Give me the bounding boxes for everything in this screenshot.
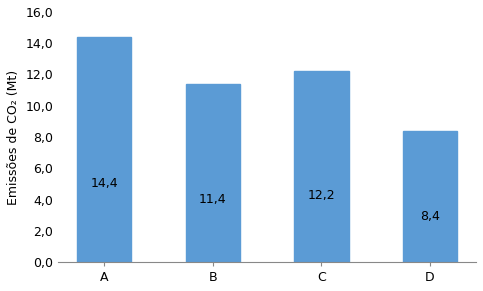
Text: 14,4: 14,4	[90, 177, 118, 190]
Bar	[186, 84, 240, 262]
Bar	[294, 71, 349, 262]
Text: 12,2: 12,2	[308, 189, 335, 202]
Text: 11,4: 11,4	[199, 193, 227, 206]
Bar	[403, 131, 457, 262]
Text: 8,4: 8,4	[420, 210, 440, 223]
Y-axis label: Emissões de CO₂ (Mt): Emissões de CO₂ (Mt)	[7, 70, 20, 205]
Bar	[77, 37, 131, 262]
